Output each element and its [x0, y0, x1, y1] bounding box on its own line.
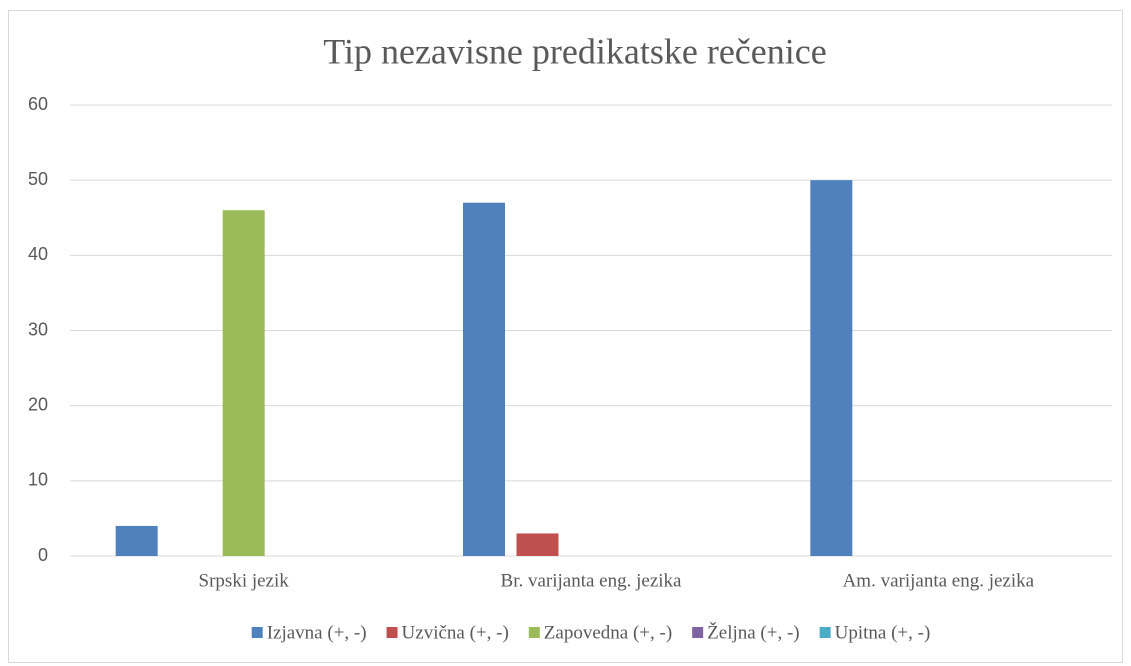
legend-swatch — [251, 627, 263, 638]
legend-swatch — [528, 627, 540, 638]
legend-swatch — [819, 627, 831, 638]
x-tick-label: Br. varijanta eng. jezika — [501, 570, 683, 591]
legend-label: Upitna (+, -) — [835, 622, 931, 643]
legend-swatch — [386, 627, 398, 638]
x-tick-label: Srpski jezik — [199, 570, 290, 591]
bar — [810, 180, 853, 556]
y-tick-label: 30 — [28, 319, 48, 339]
y-tick-label: 40 — [28, 244, 48, 264]
legend-label: Željna (+, -) — [707, 621, 799, 643]
x-tick-label: Am. varijanta eng. jezika — [843, 570, 1035, 591]
chart-frame — [8, 10, 1123, 663]
legend-label: Izjavna (+, -) — [267, 622, 367, 643]
legend-label: Zapovedna (+, -) — [544, 622, 672, 643]
bar — [115, 525, 158, 556]
legend-label: Uzvična (+, -) — [402, 622, 509, 643]
y-tick-label: 0 — [38, 545, 48, 565]
y-tick-label: 50 — [28, 169, 48, 189]
bar — [463, 202, 505, 556]
bar — [222, 210, 265, 556]
y-tick-label: 20 — [28, 394, 48, 414]
y-tick-label: 60 — [28, 94, 48, 114]
bar — [516, 533, 559, 556]
legend-swatch — [692, 627, 704, 638]
chart-title: Tip nezavisne predikatske rečenice — [323, 31, 826, 71]
y-tick-label: 10 — [28, 470, 48, 490]
